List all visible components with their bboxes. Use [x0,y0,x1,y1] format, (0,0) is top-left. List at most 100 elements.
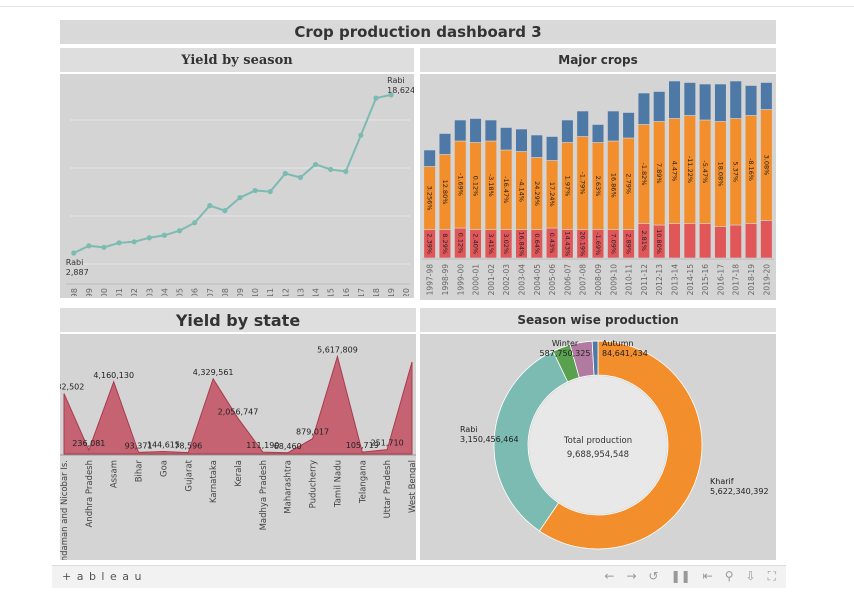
bar-segment [760,220,773,259]
bar-segment [561,119,574,143]
bar-segment [744,223,758,259]
center-value: 9,688,954,548 [567,450,629,460]
line-point [297,174,304,181]
line-point [282,170,288,177]
bar-data-label: 3.256% [426,186,434,211]
bar-segment [484,119,497,142]
line-point [343,168,349,175]
bar-segment [699,83,712,121]
reset-icon[interactable]: ⇤ [702,569,713,583]
download-icon[interactable]: ⇩ [745,569,756,583]
bar-data-label: 16.86% [609,173,617,198]
bar-data-label: -11.22% [686,156,694,183]
bar-data-label: -1.69% [456,173,464,196]
line-point [312,161,319,168]
bar-data-label: -3.18% [487,174,495,197]
area-data-label: 879,017 [296,428,329,437]
bar-data-label: 2.89% [625,233,633,254]
area-data-label: 105,719 [346,441,379,450]
tableau-logo[interactable]: + a b l e a u [62,570,143,583]
bar-data-label: 8.29% [441,233,449,254]
area-series [63,354,413,455]
area-data-label: 251,710 [371,439,404,448]
yield-by-season-panel: Yield by season 1997-98 1998-99 1999-00 200… [60,48,414,298]
yield-by-state-chart[interactable]: 3,482,502 236,081 4,160,130 93,371144,61578… [60,336,416,560]
x-tick-label: Kerala [234,460,244,487]
bar-segment [729,80,742,119]
line-point [237,194,243,201]
x-tick-label: 2005-06 [548,264,557,296]
bar-segment [576,110,589,137]
x-tick-label: Andhra Pradesh [85,460,95,528]
x-tick-label: 2015-16 [342,288,351,296]
tableau-toolbar: + a b l e a u ← → ↺ ❚❚ ⇤ ⚲ ⇩ ⛶ [52,565,786,588]
line-point [252,187,258,194]
line-point [146,235,152,241]
bar-segment [729,224,742,259]
major-crops-chart[interactable]: 3.256% 12.80% -1.69% 0.12% -3.18% -16.47% -4.1… [420,74,776,300]
x-tick-label: 2017-18 [372,288,381,296]
yield-by-season-chart[interactable]: 1997-98 1998-99 1999-00 2000-01 2001-02 2002-… [60,74,414,296]
fullscreen-icon[interactable]: ⛶ [767,569,776,583]
x-tick-label: 2014-15 [686,264,695,296]
x-tick-label: West Bengal [408,460,416,513]
line-point [101,244,107,250]
bar-data-label: 14.43% [563,231,571,256]
bar-data-label: 7.09% [609,233,617,254]
area-data-label: 2,056,747 [218,407,259,416]
major-crops-title: Major crops [420,48,776,74]
undo-icon[interactable]: ← [604,569,615,583]
x-tick-label: 2003-04 [160,288,169,296]
bar-segment [699,223,712,259]
x-tick-label: Tamil Nadu [333,460,343,508]
line-point [86,243,92,249]
bar-segment [545,136,559,161]
bar-data-label: 2.40% [472,233,480,254]
x-tick-label: 2010-11 [625,264,634,296]
x-tick-label: 2002-03 [145,288,154,296]
x-tick-label: 2009-10 [251,288,260,296]
area-data-label: 5,617,809 [317,345,358,354]
dashboard-title: Crop production dashboard 3 [60,20,776,44]
area-data-label: 111,190 [246,441,279,450]
area-data-label: 236,081 [72,439,105,448]
x-tick-label: Puducherry [309,460,319,508]
line-series-rabi [73,93,392,254]
slice-label: Winter [552,339,579,348]
season-production-panel: Season wise production Total production 9… [420,308,776,560]
x-tick-label: 2012-13 [655,264,664,296]
browser-top-edge [0,0,854,7]
x-tick-label: Madhya Pradesh [259,460,269,530]
bar-data-label: -1.82% [640,163,648,186]
revert-icon[interactable]: ↺ [648,569,659,583]
bar-segment [714,226,727,259]
bar-segment [637,92,651,125]
bar-data-label: 16.84% [517,231,525,256]
share-icon[interactable]: ⚲ [724,569,734,583]
slice-value: 587,750,325 [540,349,591,358]
line-point [207,203,213,209]
annotation-label: Rabi [387,76,405,85]
bar-segment [423,149,436,167]
slice-label: Rabi [460,425,478,434]
line-point [358,132,364,138]
redo-icon[interactable]: → [626,569,637,583]
bar-segment [607,110,620,142]
slice-value: 5,622,340,392 [710,487,769,496]
pause-icon[interactable]: ❚❚ [670,569,691,583]
x-tick-label: Bihar [135,460,145,483]
x-tick-label: Andaman and Nicobar Is. [60,460,70,560]
x-tick-label: 2013-14 [671,264,680,296]
x-tick-label: Karnataka [209,460,219,503]
x-tick-label: 2017-18 [732,264,741,296]
line-point [71,250,77,256]
slice-value: 84,641,434 [602,349,648,358]
season-production-chart[interactable]: Total production 9,688,954,548 Kharif5,622… [420,336,776,560]
bar-data-label: 4.47% [671,161,679,182]
bar-segment [668,223,681,259]
bar-segment [653,91,666,122]
x-tick-label: Telangana [358,460,368,504]
season-production-title: Season wise production [420,308,776,334]
x-tick-label: 2018-19 [387,288,396,296]
line-point [192,220,198,226]
